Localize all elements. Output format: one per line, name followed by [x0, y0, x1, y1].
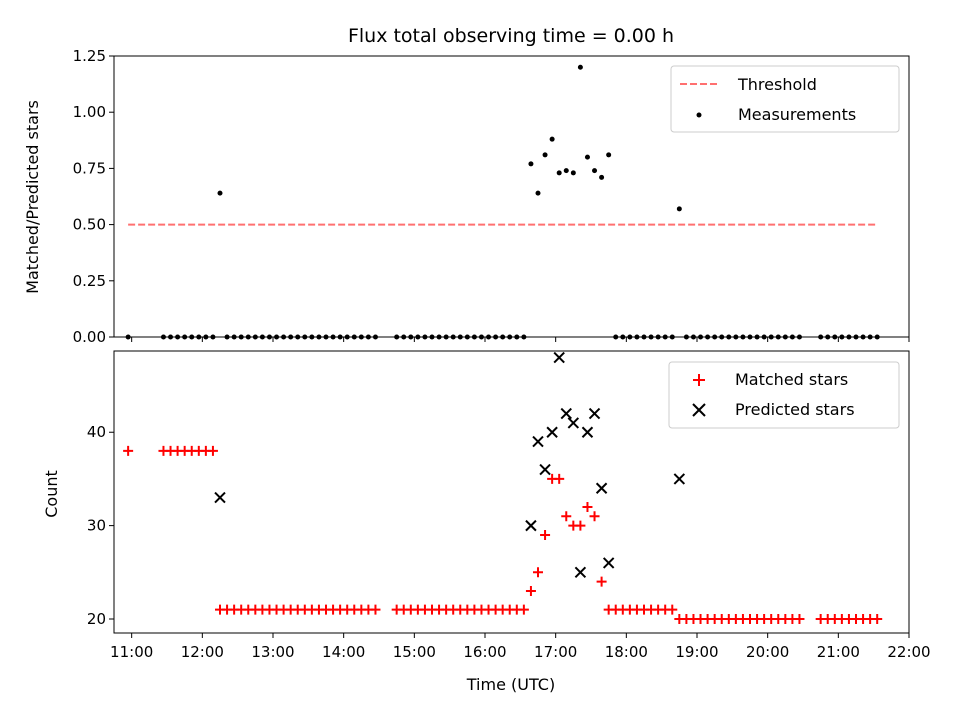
matched-star-point — [207, 445, 218, 456]
matched-star-point — [596, 576, 607, 587]
predicted-star-point — [560, 407, 572, 420]
matched-star-point — [582, 501, 593, 512]
predicted-star-point — [553, 351, 565, 364]
top-legend: Threshold Measurements — [670, 65, 900, 133]
predicted-star-point — [214, 491, 226, 504]
measurement-point — [592, 168, 598, 174]
legend-measurements-label: Measurements — [738, 105, 856, 124]
measurement-point — [570, 170, 576, 176]
predicted-star-point — [602, 557, 615, 569]
bottom-xtick-label: 11:00 — [110, 643, 153, 661]
top-ticks: 0.00 0.25 0.50 0.75 1.00 1.25 — [73, 47, 910, 346]
matched-star-point — [561, 511, 572, 522]
predicted-star-point — [567, 417, 580, 429]
bottom-xtick-label: 18:00 — [605, 643, 648, 661]
bottom-xtick-label: 14:00 — [322, 643, 365, 661]
predicted-star-point — [588, 407, 601, 420]
matched-star-point — [554, 473, 565, 484]
matched-star-point — [525, 585, 536, 596]
measurement-point — [556, 170, 562, 176]
matched-star-point — [518, 604, 529, 615]
bottom-ylabel: Count — [42, 470, 61, 518]
bottom-plot-frame — [113, 350, 910, 634]
legend-predicted-label: Predicted stars — [735, 400, 855, 419]
top-panel: Matched/Predicted stars 0.00 0.25 0.50 0.75… — [23, 47, 910, 346]
bottom-legend: Matched stars Predicted stars — [668, 361, 900, 429]
bottom-xtick-label: 17:00 — [534, 643, 577, 661]
top-ytick-label: 0.25 — [73, 272, 106, 290]
matched-star-point — [370, 604, 381, 615]
measurement-point — [676, 206, 682, 212]
predicted-star-point — [539, 463, 551, 476]
measurement-point — [549, 136, 555, 142]
bottom-xtick-label: 12:00 — [181, 643, 224, 661]
chart-title: Flux total observing time = 0.00 h — [348, 25, 674, 47]
predicted-star-point — [595, 482, 608, 494]
bottom-ytick-label: 30 — [87, 517, 106, 535]
predicted-star-point — [673, 473, 686, 485]
bottom-xtick-label: 13:00 — [251, 643, 294, 661]
bottom-xtick-label: 19:00 — [675, 643, 718, 661]
bottom-ytick-label: 40 — [87, 423, 106, 441]
bottom-xlabel: Time (UTC) — [466, 675, 555, 694]
bottom-panel: Count Time (UTC) 20 30 40 11:00 12:00 13:00 14… — [42, 350, 931, 694]
legend-matched-label: Matched stars — [735, 370, 848, 389]
legend-threshold-label: Threshold — [737, 75, 817, 94]
predicted-star-point — [581, 426, 594, 438]
bottom-xtick-label: 21:00 — [817, 643, 860, 661]
bottom-ticks: 20 30 40 11:00 12:00 13:00 14:00 15:00 16:00 17:0… — [87, 423, 931, 661]
count-points — [123, 351, 883, 624]
bottom-xtick-label: 20:00 — [746, 643, 789, 661]
measurement-point — [563, 168, 569, 174]
top-ytick-label: 1.25 — [73, 47, 106, 65]
top-ytick-label: 0.75 — [73, 159, 106, 177]
measurement-point — [577, 64, 583, 70]
measurement-point — [528, 161, 534, 167]
bottom-xtick-label: 16:00 — [463, 643, 506, 661]
top-ytick-label: 0.50 — [73, 216, 106, 234]
measurement-point — [535, 190, 541, 196]
matched-star-point — [794, 613, 805, 624]
top-ytick-label: 1.00 — [73, 103, 106, 121]
legend-matched-swatch — [693, 374, 705, 386]
legend-predicted-swatch — [692, 403, 706, 417]
predicted-star-point — [546, 426, 558, 438]
matched-star-point — [589, 511, 600, 522]
matched-star-point — [533, 567, 543, 578]
measurement-point — [542, 152, 548, 158]
bottom-ytick-label: 20 — [87, 610, 106, 628]
predicted-star-point — [525, 519, 537, 532]
bottom-xtick-label: 15:00 — [393, 643, 436, 661]
predicted-star-point — [532, 435, 544, 448]
matched-star-point — [123, 445, 134, 456]
top-ytick-label: 0.00 — [73, 328, 106, 346]
top-legend-box — [670, 65, 900, 133]
matched-star-point — [575, 520, 586, 531]
bottom-xtick-label: 22:00 — [887, 643, 930, 661]
measurement-point — [217, 190, 223, 196]
measurement-point — [599, 174, 605, 180]
top-ylabel: Matched/Predicted stars — [23, 100, 42, 294]
matched-star-point — [872, 613, 883, 624]
measurement-point — [584, 154, 590, 160]
matched-star-point — [540, 529, 551, 540]
top-plot-frame — [113, 55, 910, 338]
predicted-star-point — [574, 566, 587, 579]
bottom-legend-box — [668, 361, 900, 429]
measurement-point — [606, 152, 612, 158]
legend-measurements-swatch — [696, 112, 702, 118]
matched-star-point — [667, 604, 678, 615]
